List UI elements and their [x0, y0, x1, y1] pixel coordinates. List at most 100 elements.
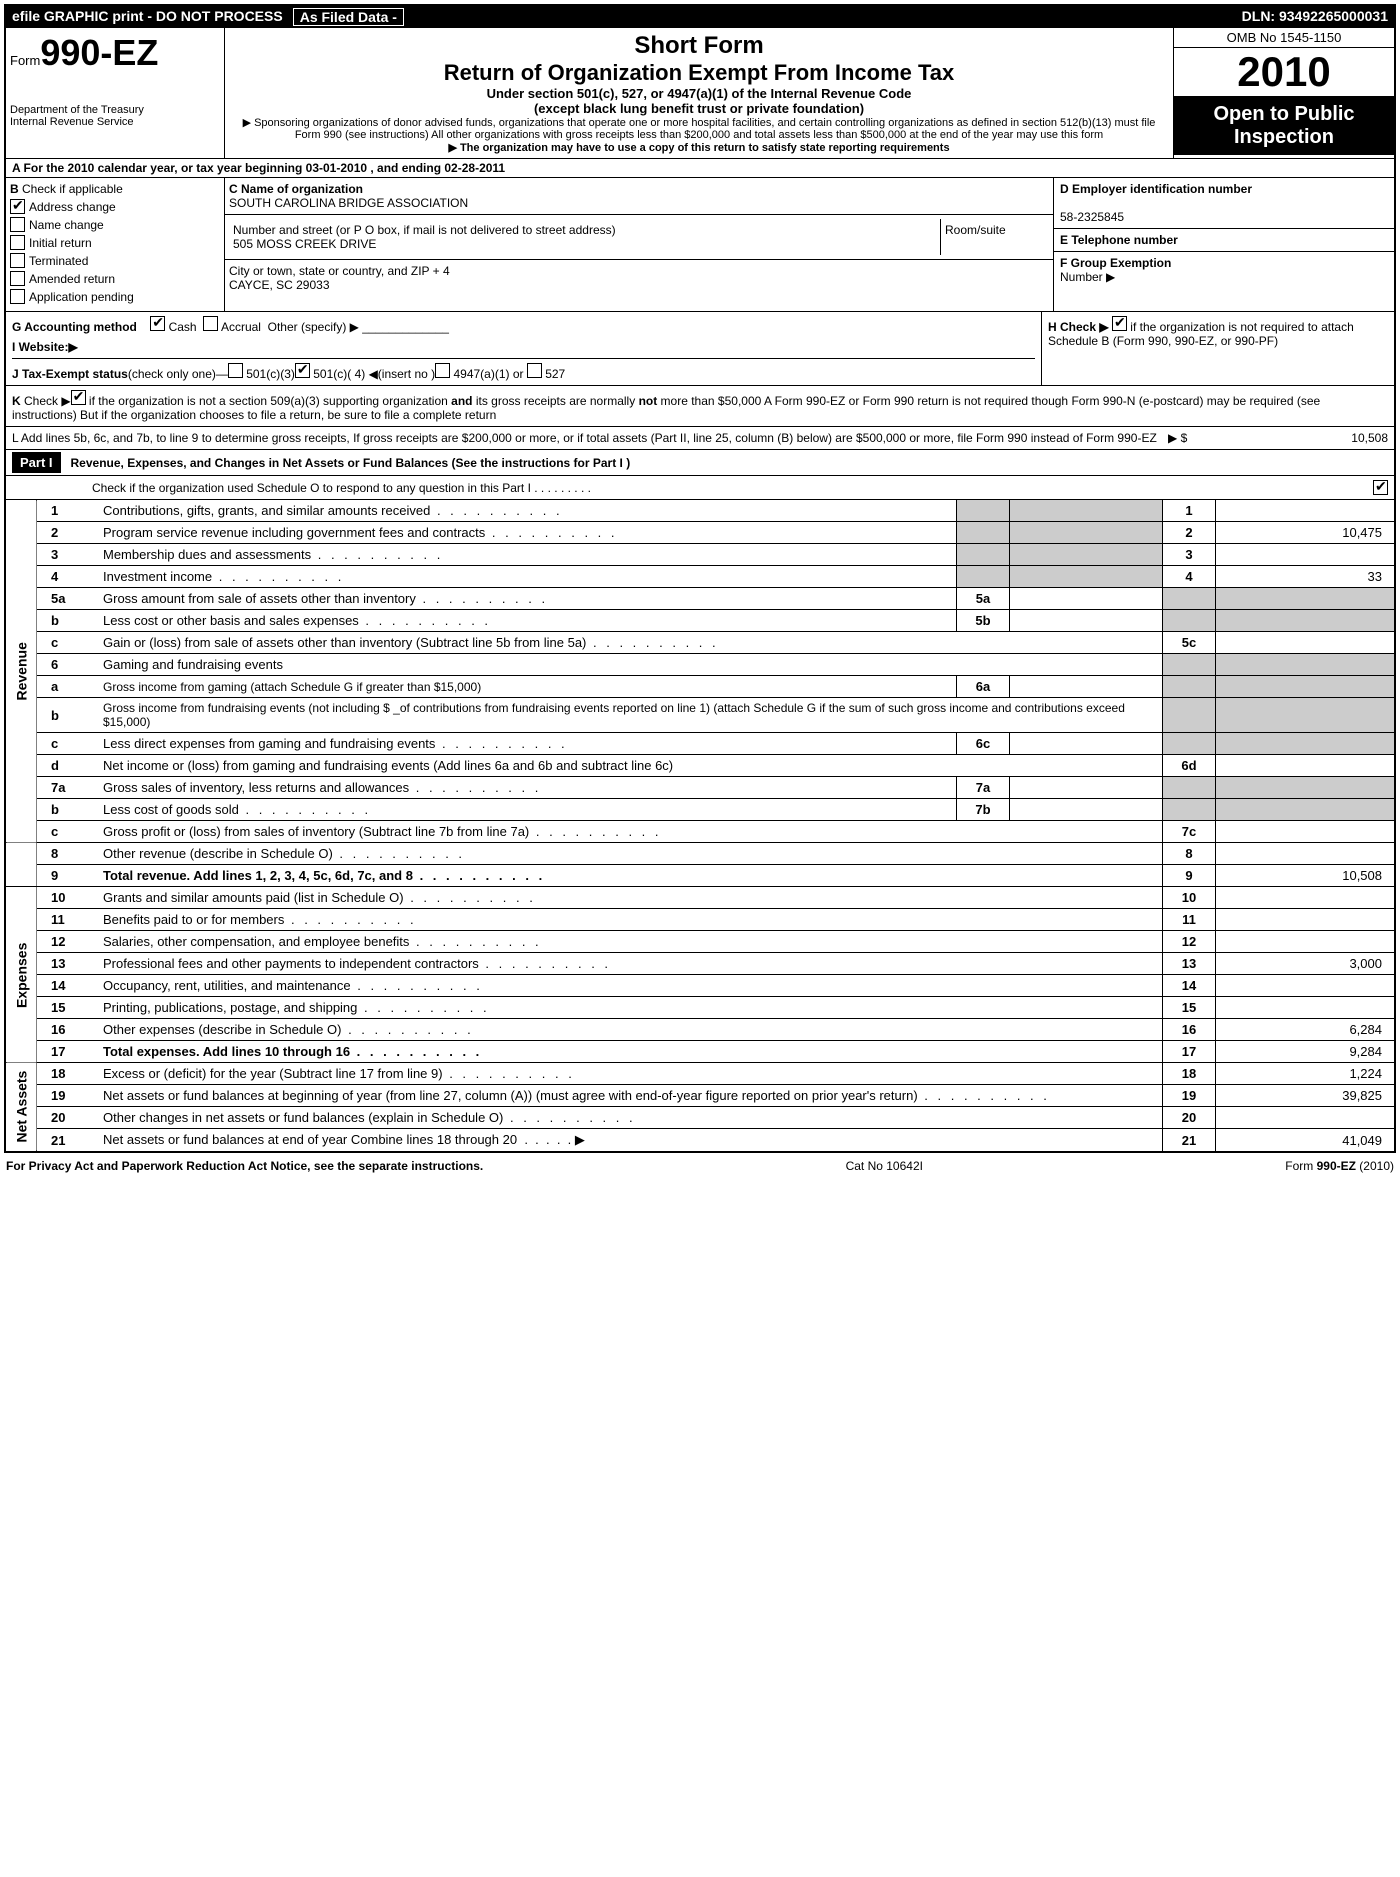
city-val: CAYCE, SC 29033 — [229, 278, 330, 292]
h-label: H Check ▶ — [1048, 320, 1109, 334]
col-b: B Check if applicable Address change Nam… — [6, 178, 225, 311]
l11: Benefits paid to or for members — [97, 909, 1163, 931]
asfiled-label: As Filed Data - — [293, 8, 404, 26]
d-label: D Employer identification number — [1060, 182, 1252, 196]
part1-check-text: Check if the organization used Schedule … — [92, 481, 1373, 495]
top-bar: efile GRAPHIC print - DO NOT PROCESS As … — [6, 6, 1394, 28]
l6c: Less direct expenses from gaming and fun… — [97, 733, 957, 755]
l17: Total expenses. Add lines 10 through 16 — [97, 1041, 1163, 1063]
l5c: Gain or (loss) from sale of assets other… — [97, 632, 1163, 654]
chk-accrual[interactable] — [203, 316, 218, 331]
efile-label: efile GRAPHIC print - DO NOT PROCESS — [12, 8, 283, 26]
part1-label: Part I — [12, 452, 61, 473]
l6b: Gross income from fundraising events (no… — [97, 698, 1163, 733]
l6d: Net income or (loss) from gaming and fun… — [97, 755, 1163, 777]
chk-527[interactable] — [527, 363, 542, 378]
side-netassets: Net Assets — [6, 1063, 37, 1152]
lbl-amended: Amended return — [29, 272, 115, 286]
i-website: I Website:▶ — [12, 340, 1035, 354]
v9: 10,508 — [1216, 865, 1395, 887]
chk-h[interactable] — [1112, 316, 1127, 331]
l5b: Less cost or other basis and sales expen… — [97, 610, 957, 632]
part1-header: Part I Revenue, Expenses, and Changes in… — [6, 450, 1394, 476]
header-right: OMB No 1545-1150 2010 Open to Public Ins… — [1173, 28, 1394, 158]
l18: Excess or (deficit) for the year (Subtra… — [97, 1063, 1163, 1085]
chk-address-change[interactable] — [10, 199, 25, 214]
room-label: Room/suite — [941, 219, 1049, 255]
l7c: Gross profit or (loss) from sales of inv… — [97, 821, 1163, 843]
form-number: 990-EZ — [40, 32, 158, 73]
section-a: A For the 2010 calendar year, or tax yea… — [6, 159, 1394, 178]
l6: Gaming and fundraising events — [97, 654, 1163, 676]
l-text: L Add lines 5b, 6c, and 7b, to line 9 to… — [12, 431, 1168, 445]
lbl-initial: Initial return — [29, 236, 92, 250]
form-prefix: Form — [10, 53, 40, 68]
side-revenue: Revenue — [6, 500, 37, 843]
l1: Contributions, gifts, grants, and simila… — [97, 500, 957, 522]
city-label: City or town, state or country, and ZIP … — [229, 264, 450, 278]
l21: Net assets or fund balances at end of ye… — [103, 1132, 517, 1147]
omb-number: OMB No 1545-1150 — [1174, 28, 1394, 48]
street-val: 505 MOSS CREEK DRIVE — [233, 237, 376, 251]
chk-cash[interactable] — [150, 316, 165, 331]
l15: Printing, publications, postage, and shi… — [97, 997, 1163, 1019]
l16: Other expenses (describe in Schedule O) — [97, 1019, 1163, 1041]
v18: 1,224 — [1216, 1063, 1395, 1085]
v2: 10,475 — [1216, 522, 1395, 544]
chk-name-change[interactable] — [10, 217, 25, 232]
l12: Salaries, other compensation, and employ… — [97, 931, 1163, 953]
lbl-address-change: Address change — [29, 200, 116, 214]
chk-amended[interactable] — [10, 271, 25, 286]
except: (except black lung benefit trust or priv… — [233, 101, 1165, 116]
footer: For Privacy Act and Paperwork Reduction … — [0, 1157, 1400, 1175]
e-label: E Telephone number — [1060, 233, 1178, 247]
chk-501c3[interactable] — [228, 363, 243, 378]
l20: Other changes in net assets or fund bala… — [97, 1107, 1163, 1129]
chk-pending[interactable] — [10, 289, 25, 304]
b-letter: B — [10, 182, 19, 196]
lbl-name-change: Name change — [29, 218, 104, 232]
chk-4947[interactable] — [435, 363, 450, 378]
c-name-label: C Name of organization — [229, 182, 363, 196]
dept-treasury: Department of the Treasury — [10, 104, 220, 116]
side-expenses: Expenses — [6, 887, 37, 1063]
v17: 9,284 — [1216, 1041, 1395, 1063]
chk-501c[interactable] — [295, 363, 310, 378]
l-arrow: ▶ $ — [1168, 431, 1228, 445]
chk-initial[interactable] — [10, 235, 25, 250]
l-value: 10,508 — [1228, 431, 1388, 445]
col-def: D Employer identification number 58-2325… — [1053, 178, 1394, 311]
l5a: Gross amount from sale of assets other t… — [97, 588, 957, 610]
l9: Total revenue. Add lines 1, 2, 3, 4, 5c,… — [97, 865, 1163, 887]
l14: Occupancy, rent, utilities, and maintena… — [97, 975, 1163, 997]
copy-text: ▶ The organization may have to use a cop… — [233, 141, 1165, 154]
header-row: Form990-EZ Department of the Treasury In… — [6, 28, 1394, 159]
l4: Investment income — [97, 566, 957, 588]
part1-check: Check if the organization used Schedule … — [6, 476, 1394, 500]
col-c: C Name of organization SOUTH CAROLINA BR… — [225, 178, 1053, 311]
footer-right: Form 990-EZ (2010) — [1285, 1159, 1394, 1173]
under-section: Under section 501(c), 527, or 4947(a)(1)… — [233, 86, 1165, 101]
f-label: F Group Exemption — [1060, 256, 1171, 270]
l2: Program service revenue including govern… — [97, 522, 957, 544]
g-label: G Accounting method — [12, 320, 137, 334]
l19: Net assets or fund balances at beginning… — [97, 1085, 1163, 1107]
form-990ez: efile GRAPHIC print - DO NOT PROCESS As … — [4, 4, 1396, 1153]
l3: Membership dues and assessments — [97, 544, 957, 566]
chk-k[interactable] — [71, 390, 86, 405]
org-name: SOUTH CAROLINA BRIDGE ASSOCIATION — [229, 196, 468, 210]
lines-table: Revenue 1Contributions, gifts, grants, a… — [6, 500, 1394, 1151]
l10: Grants and similar amounts paid (list in… — [97, 887, 1163, 909]
f-label2: Number ▶ — [1060, 270, 1115, 284]
lbl-terminated: Terminated — [29, 254, 88, 268]
lbl-accrual: Accrual — [221, 320, 261, 334]
header-center: Short Form Return of Organization Exempt… — [225, 28, 1173, 158]
v16: 6,284 — [1216, 1019, 1395, 1041]
lbl-pending: Application pending — [29, 290, 134, 304]
tax-year: 2010 — [1174, 48, 1394, 97]
chk-terminated[interactable] — [10, 253, 25, 268]
chk-schedule-o[interactable] — [1373, 480, 1388, 495]
sponsor-text: ▶ Sponsoring organizations of donor advi… — [233, 116, 1165, 141]
row-k: K Check ▶ if the organization is not a s… — [6, 386, 1394, 427]
dln-label: DLN: 93492265000031 — [1242, 8, 1388, 26]
